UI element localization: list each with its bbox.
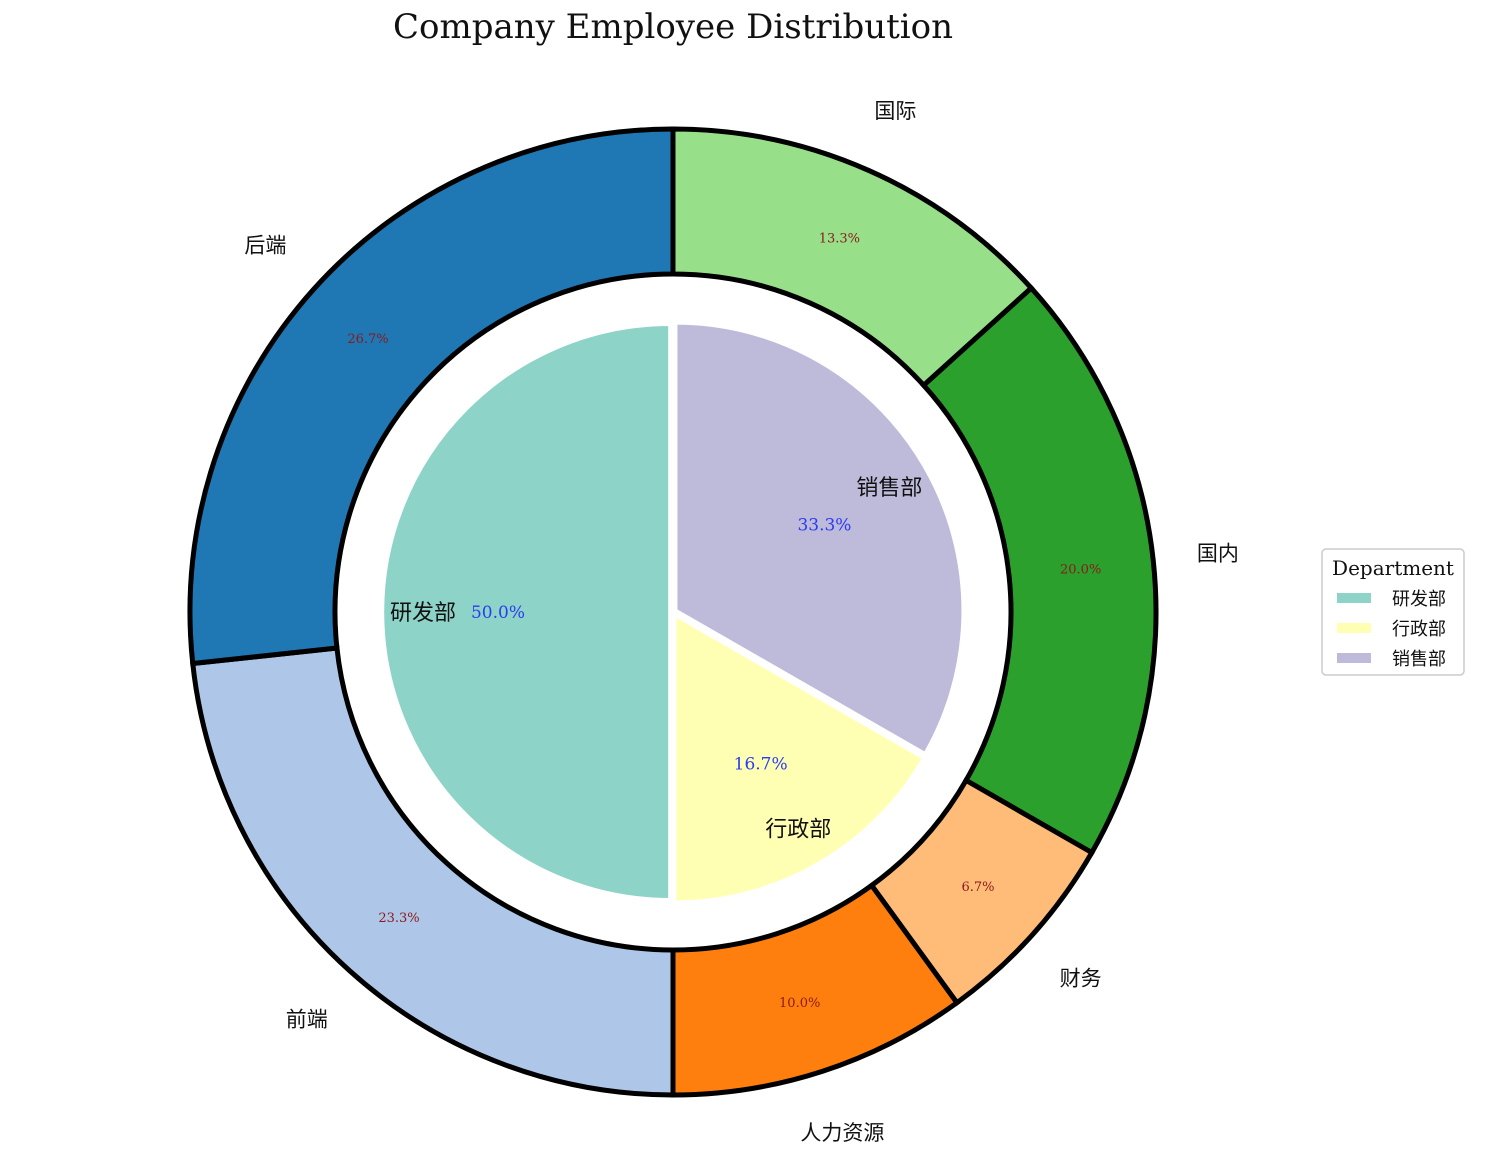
outer-percent-label-6: 26.7% [347, 332, 388, 347]
inner-category-label-3: 销售部 [856, 476, 922, 501]
inner-percent-label-2: 16.7% [734, 754, 788, 774]
chart-title: Company Employee Distribution [393, 7, 953, 47]
outer-wedge-6 [187, 126, 676, 667]
outer-ring [187, 126, 1159, 1098]
legend-title: Department [1332, 556, 1454, 580]
outer-category-label-6: 后端 [244, 234, 286, 258]
legend-label-2: 行政部 [1392, 619, 1446, 640]
outer-category-label-4: 人力资源 [800, 1121, 884, 1145]
legend-label-1: 研发部 [1392, 589, 1446, 610]
outer-percent-label-3: 6.7% [961, 880, 994, 895]
inner-wedge-1 [380, 322, 673, 902]
inner-pie [380, 320, 966, 905]
inner-percent-label-1: 50.0% [471, 603, 525, 623]
legend-swatch-2 [1337, 623, 1371, 633]
outer-category-label-2: 国内 [1197, 542, 1239, 566]
outer-labels: 国际 13.3% 国内 20.0% 财务 6.7% 人力资源 10.0% 前端 23.3% 后端 26… [244, 99, 1239, 1145]
inner-percent-label-3: 33.3% [797, 515, 851, 535]
outer-category-label-5: 前端 [286, 1008, 328, 1032]
legend-swatch-3 [1337, 653, 1371, 663]
legend-frame [1321, 548, 1465, 676]
legend-swatch-1 [1337, 593, 1371, 603]
outer-percent-label-2: 20.0% [1060, 562, 1101, 577]
outer-percent-label-1: 13.3% [819, 231, 860, 246]
outer-wedge-2 [920, 284, 1159, 857]
outer-percent-label-5: 23.3% [378, 911, 419, 926]
outer-wedge-5 [189, 645, 676, 1098]
legend-label-3: 销售部 [1392, 649, 1446, 670]
outer-percent-label-4: 10.0% [779, 996, 820, 1011]
inner-wedge-3 [673, 320, 966, 757]
inner-category-label-1: 研发部 [390, 601, 456, 626]
inner-wedge-2 [672, 612, 927, 905]
outer-category-label-3: 财务 [1060, 966, 1102, 990]
inner-category-label-2: 行政部 [765, 817, 831, 842]
outer-category-label-1: 国际 [874, 99, 916, 123]
